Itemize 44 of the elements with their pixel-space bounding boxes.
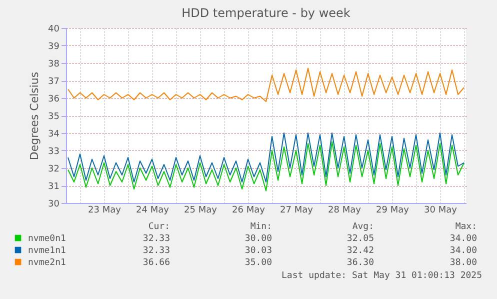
y-tick-label: 33 <box>48 147 60 157</box>
text: 38.00 <box>450 258 477 268</box>
text: 32.33 <box>142 234 170 244</box>
y-tick-label: 31 <box>48 182 60 192</box>
y-tick-label: 39 <box>48 42 60 52</box>
text: 30.03 <box>244 246 272 256</box>
text: Avg: <box>352 222 374 232</box>
line-series <box>68 132 464 182</box>
text: Last update: Sat May 31 01:00:13 2025 <box>282 271 482 281</box>
text: 36.66 <box>142 258 170 268</box>
text: 35.00 <box>244 258 272 268</box>
text: 32.33 <box>142 246 170 256</box>
x-tick-label: 25 May <box>184 206 218 216</box>
chart-title: HDD temperature - by week <box>182 6 350 20</box>
line-series <box>68 141 464 192</box>
text: Min: <box>250 222 272 232</box>
y-axis-title: Degrees Celsius <box>28 72 42 160</box>
x-tick-label: 28 May <box>328 206 362 216</box>
y-tick-label: 34 <box>48 130 60 140</box>
legend-label: nvme1n1 <box>28 246 66 256</box>
text: 32.05 <box>346 234 374 244</box>
line-series <box>68 68 464 102</box>
x-tick-label: 29 May <box>376 206 410 216</box>
legend-label: nvme0n1 <box>28 234 66 244</box>
y-tick-label: 35 <box>48 112 60 122</box>
text: 32.42 <box>346 246 374 256</box>
y-tick-label: 37 <box>48 77 60 87</box>
x-tick-label: 30 May <box>424 206 458 216</box>
y-tick-label: 40 <box>48 24 60 34</box>
text: Max: <box>455 222 477 232</box>
y-tick-label: 32 <box>48 164 60 174</box>
x-tick-label: 24 May <box>136 206 170 216</box>
text: 34.00 <box>450 234 477 244</box>
y-tick-label: 36 <box>48 94 60 104</box>
x-tick-label: 23 May <box>88 206 122 216</box>
text: 30.00 <box>244 234 272 244</box>
y-tick-label: 30 <box>48 200 60 210</box>
text: Cur: <box>148 222 170 232</box>
x-tick-label: 27 May <box>280 206 314 216</box>
x-tick-label: 26 May <box>232 206 266 216</box>
y-tick-label: 38 <box>48 60 60 70</box>
legend-label: nvme2n1 <box>28 258 66 268</box>
text: 36.30 <box>346 258 374 268</box>
text: 34.00 <box>450 246 477 256</box>
